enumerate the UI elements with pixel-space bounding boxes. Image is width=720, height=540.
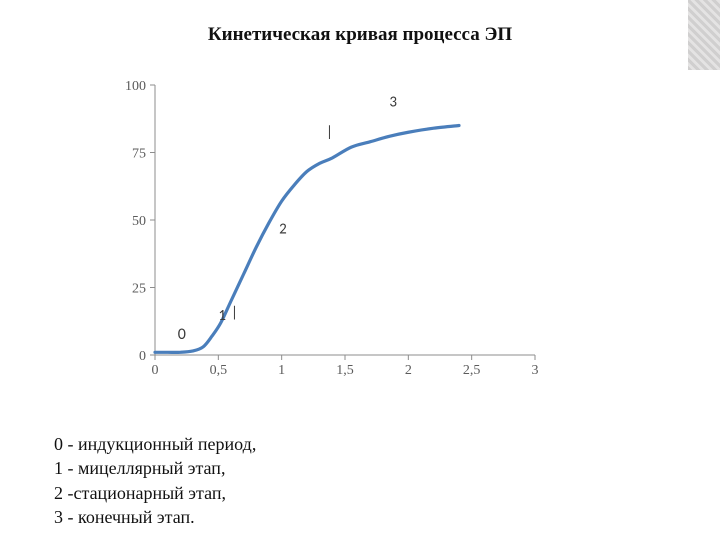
curve-annotation: 0 [178, 325, 186, 344]
y-tick-label: 75 [132, 147, 146, 162]
curve-annotation: 3 [389, 94, 397, 112]
curve-annotation: | [231, 304, 238, 322]
x-tick-label: 1 [278, 363, 285, 378]
x-tick-label: 3 [532, 363, 539, 378]
legend-line: 2 -стационарный этап, [54, 481, 256, 505]
y-tick-label: 0 [139, 349, 146, 364]
legend-line: 1 - мицеллярный этап, [54, 456, 256, 480]
kinetic-curve [155, 126, 459, 353]
x-tick-label: 0 [152, 363, 159, 378]
y-tick-label: 100 [125, 79, 146, 94]
x-tick-label: 2,5 [463, 363, 481, 378]
legend-line: 0 - индукционный период, [54, 432, 256, 456]
legend-block: 0 - индукционный период,1 - мицеллярный … [54, 432, 256, 529]
x-tick-label: 2 [405, 363, 412, 378]
kinetic-chart: 0 25 50 75 100 0 0,5 1 1,5 2 2,5 3 0 1 | 2 | 3 [110, 70, 560, 400]
curve-annotation: | [326, 123, 333, 141]
chart-svg: 0 25 50 75 100 0 0,5 1 1,5 2 2,5 3 0 1 | 2 | 3 [110, 70, 560, 400]
legend-line: 3 - конечный этап. [54, 505, 256, 529]
curve-annotation: 2 [279, 221, 287, 239]
x-tick-label: 1,5 [336, 363, 354, 378]
x-tick-label: 0,5 [210, 363, 228, 378]
curve-annotation: 1 [218, 307, 226, 325]
y-tick-label: 50 [132, 214, 146, 229]
chart-title: Кинетическая кривая процесса ЭП [0, 24, 720, 46]
y-tick-label: 25 [132, 282, 146, 297]
